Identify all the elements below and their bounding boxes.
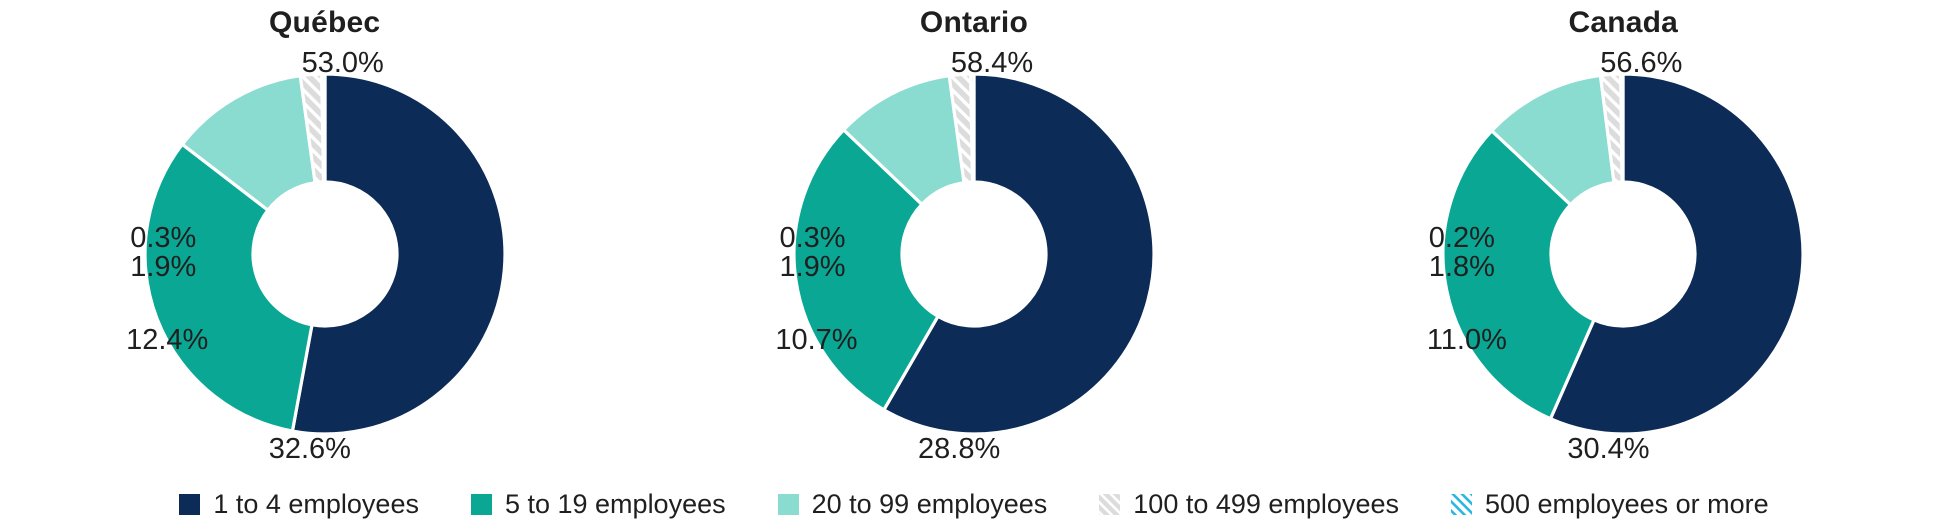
value-label-1-to-4: 58.4% xyxy=(950,47,1034,79)
panel-title: Ontario xyxy=(919,6,1028,39)
donut-svg xyxy=(792,72,1156,436)
value-label-100-to-499: 1.8% xyxy=(1428,251,1495,283)
legend-item-20-to-99[interactable]: 20 to 99 employees xyxy=(777,489,1048,520)
donut-canada xyxy=(1441,72,1805,436)
donut-slice[interactable] xyxy=(1619,72,1625,184)
donut-slices xyxy=(1441,72,1805,436)
donut-slices xyxy=(792,72,1156,436)
donut-quebec xyxy=(143,72,507,436)
legend-item-100-to-499[interactable]: 100 to 499 employees xyxy=(1099,489,1399,520)
legend-item-5-to-19[interactable]: 5 to 19 employees xyxy=(470,489,726,520)
value-label-1-to-4: 53.0% xyxy=(301,47,384,79)
donut-ontario xyxy=(792,72,1156,436)
value-label-1-to-4: 56.6% xyxy=(1600,47,1683,79)
donut-slice[interactable] xyxy=(319,72,327,184)
charts-row: Québec 53.0% 32.6% 0.3% 1.9% 12.4% Ontar… xyxy=(0,0,1948,478)
value-label-20-to-99: 12.4% xyxy=(126,324,209,356)
value-label-500-or-more: 0.2% xyxy=(1428,222,1495,254)
legend-label: 100 to 499 employees xyxy=(1133,489,1399,519)
donut-slice[interactable] xyxy=(1441,128,1597,421)
square-swatch-icon xyxy=(777,494,799,515)
value-label-5-to-19: 32.6% xyxy=(268,433,351,465)
panel-title: Canada xyxy=(1568,6,1679,39)
value-label-500-or-more: 0.3% xyxy=(779,222,846,254)
square-swatch-icon xyxy=(179,494,201,515)
donut-slice[interactable] xyxy=(792,127,941,413)
donut-slice[interactable] xyxy=(290,72,507,436)
value-label-20-to-99: 11.0% xyxy=(1426,324,1507,356)
donut-slice[interactable] xyxy=(881,72,1156,436)
donut-slice[interactable] xyxy=(143,142,314,433)
legend-item-500-or-more[interactable]: 500 employees or more xyxy=(1450,489,1769,520)
donut-slices xyxy=(143,72,507,436)
legend-item-1-to-4[interactable]: 1 to 4 employees xyxy=(179,489,419,520)
value-label-5-to-19: 28.8% xyxy=(918,433,1001,465)
legend-label: 1 to 4 employees xyxy=(213,489,419,519)
legend-label: 5 to 19 employees xyxy=(504,489,726,519)
value-label-500-or-more: 0.3% xyxy=(130,222,197,254)
donut-slice[interactable] xyxy=(1548,72,1805,436)
hatched-square-swatch-icon xyxy=(1450,494,1472,515)
donut-svg xyxy=(1441,72,1805,436)
value-label-100-to-499: 1.9% xyxy=(130,251,197,283)
value-label-20-to-99: 10.7% xyxy=(775,324,858,356)
value-label-5-to-19: 30.4% xyxy=(1567,433,1650,465)
chart-panel-canada: Canada 56.6% 30.4% 0.2% 1.8% 11.0% xyxy=(1299,0,1948,478)
donut-slice[interactable] xyxy=(968,72,976,184)
panel-title: Québec xyxy=(269,6,381,39)
legend-label: 20 to 99 employees xyxy=(811,489,1048,519)
chart-panel-quebec: Québec 53.0% 32.6% 0.3% 1.9% 12.4% xyxy=(0,0,649,478)
value-label-100-to-499: 1.9% xyxy=(779,251,846,283)
chart-panel-ontario: Ontario 58.4% 28.8% 0.3% 1.9% 10.7% xyxy=(649,0,1298,478)
square-swatch-icon xyxy=(470,494,492,515)
donut-slice[interactable] xyxy=(179,73,317,213)
legend: 1 to 4 employees 5 to 19 employees 20 to… xyxy=(0,478,1948,531)
donut-svg xyxy=(143,72,507,436)
legend-label: 500 employees or more xyxy=(1484,489,1769,519)
hatched-square-swatch-icon xyxy=(1099,494,1121,515)
